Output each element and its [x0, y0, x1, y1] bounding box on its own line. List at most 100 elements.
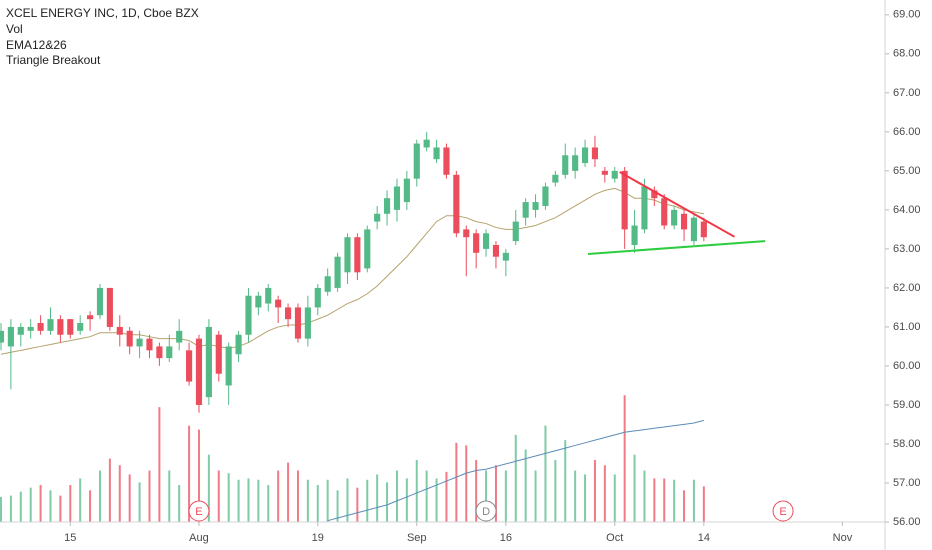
candle-body [413, 143, 420, 179]
candle-body [47, 319, 54, 331]
volume-bar [564, 440, 567, 522]
legend: XCEL ENERGY INC, 1D, Cboe BZX Vol EMA12&… [6, 6, 199, 67]
candle-body [205, 326, 212, 398]
candle-body [344, 237, 351, 273]
volume-bar [435, 478, 438, 522]
y-tick-label: 58.00 [893, 438, 921, 450]
volume-bar [663, 478, 666, 522]
y-tick-label: 57.00 [893, 477, 921, 489]
volume-bar [128, 474, 131, 522]
event-label: D [482, 506, 490, 518]
candle-body [146, 338, 153, 351]
trendline [619, 171, 736, 238]
candle-body [156, 346, 163, 359]
volume-bar [108, 458, 111, 522]
candle-body [285, 307, 292, 320]
volume-bar [197, 429, 200, 522]
volume-bar [19, 491, 22, 522]
x-tick-label: Sep [407, 532, 427, 544]
candle-body [671, 209, 678, 226]
volume-bar [217, 470, 220, 522]
candle-body [265, 287, 272, 304]
candle-body [255, 295, 262, 308]
x-tick-label: 19 [312, 532, 324, 544]
candle-body [166, 346, 173, 359]
volume-bar [445, 471, 448, 522]
candle-body [275, 299, 282, 308]
x-tick-label: 16 [500, 532, 512, 544]
volume-bar [138, 482, 141, 522]
candle-body [403, 178, 410, 203]
y-tick-label: 61.00 [893, 321, 921, 333]
candle-body [0, 330, 5, 343]
y-tick-label: 66.00 [893, 126, 921, 138]
volume-bar [168, 470, 171, 522]
volume-bar [49, 490, 52, 522]
volume-bar [485, 470, 488, 522]
volume-bar [306, 479, 309, 522]
volume-bar [475, 459, 478, 522]
volume-bar [683, 490, 686, 522]
volume-bar [267, 485, 270, 522]
candle-body [482, 233, 490, 249]
event-marker [188, 500, 210, 522]
volume-bar [554, 459, 557, 522]
candle-body [364, 229, 371, 269]
event-label: E [195, 506, 202, 518]
candle-body [136, 338, 143, 347]
volume-bar [287, 462, 290, 522]
event-label: E [779, 506, 786, 518]
y-tick-label: 68.00 [893, 48, 921, 60]
volume-bar [415, 459, 418, 522]
candle-body [562, 155, 569, 175]
candle-body [17, 326, 24, 335]
candle-body [473, 233, 480, 253]
volume-bar [692, 479, 695, 522]
volume-bar [702, 486, 705, 522]
volume-bar [39, 485, 42, 522]
candle-body [393, 186, 401, 210]
volume-bar [366, 479, 369, 522]
chart-title: XCEL ENERGY INC, 1D, Cboe BZX [6, 6, 199, 20]
volume-bar [207, 454, 210, 522]
volume-bar [296, 470, 299, 522]
volume-bar [227, 473, 230, 522]
volume-bar [405, 478, 408, 522]
candle-body [195, 338, 203, 405]
candle-body [324, 276, 331, 292]
volume-bar [613, 474, 616, 522]
candle-body [611, 170, 618, 179]
candle-body [106, 287, 113, 327]
candle-body [542, 186, 549, 206]
candle-body [661, 198, 668, 226]
volume-bar [544, 425, 547, 522]
volume-bar [69, 485, 72, 522]
y-tick-label: 60.00 [893, 360, 921, 372]
candle-body [572, 155, 579, 171]
candle-body [67, 319, 74, 335]
volume-bar [386, 482, 389, 522]
volume-bar [79, 478, 82, 522]
candle-body [215, 334, 222, 374]
candle-body [225, 346, 232, 386]
candle-body [680, 213, 688, 230]
legend-item: Triangle Breakout [6, 53, 101, 67]
candle-body [443, 147, 450, 175]
candle-body [126, 330, 133, 347]
candle-body [433, 147, 440, 160]
candle-body [651, 190, 658, 199]
candle-body [176, 330, 183, 343]
event-marker [475, 500, 497, 522]
volume-bar [336, 490, 339, 522]
candle-body [601, 170, 608, 175]
candle-body [492, 245, 500, 257]
volume-bar [188, 425, 191, 522]
candle-body [453, 174, 460, 234]
candle-body [512, 221, 519, 242]
volume-bar [118, 465, 121, 522]
volume-bar [376, 474, 379, 522]
candle-body [245, 295, 252, 335]
volume-bar [9, 495, 12, 522]
candle-body [532, 202, 539, 210]
